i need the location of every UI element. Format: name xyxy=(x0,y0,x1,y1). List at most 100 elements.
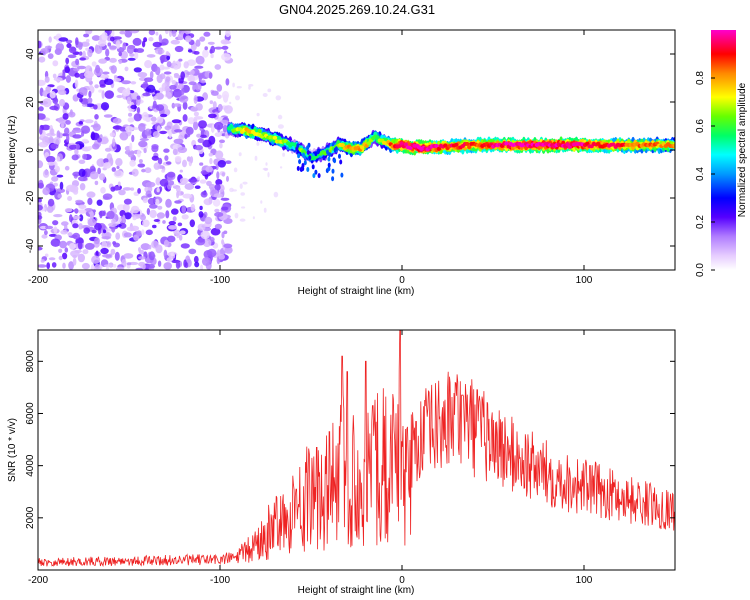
noise-blob xyxy=(170,39,180,45)
noise-blob xyxy=(87,218,97,227)
noise-blob xyxy=(67,54,77,59)
noise-blob xyxy=(198,72,204,80)
ridge-cell xyxy=(296,143,300,149)
noise-blob xyxy=(92,143,100,150)
noise-blob xyxy=(240,192,245,196)
noise-blob xyxy=(267,172,270,178)
noise-blob xyxy=(92,123,101,132)
noise-blob xyxy=(200,230,210,240)
noise-blob xyxy=(45,86,52,92)
y-tick-label: 4000 xyxy=(25,454,36,477)
noise-blob xyxy=(149,71,154,79)
noise-blob xyxy=(68,144,79,150)
ridge-cell xyxy=(504,141,509,146)
noise-blob xyxy=(47,161,56,166)
noise-blob xyxy=(248,84,254,87)
noise-blob xyxy=(47,198,55,207)
noise-blob xyxy=(124,66,129,72)
noise-blob xyxy=(146,84,156,93)
y-tick-label: 8000 xyxy=(25,350,36,373)
noise-blob xyxy=(176,229,180,239)
ridge-cell xyxy=(366,141,372,146)
noise-blob xyxy=(190,69,195,75)
noise-blob xyxy=(199,205,203,211)
noise-blob xyxy=(153,219,160,222)
noise-blob xyxy=(86,191,96,198)
noise-blob xyxy=(174,45,184,53)
noise-blob xyxy=(113,78,122,82)
noise-blob xyxy=(160,113,168,118)
noise-blob xyxy=(147,197,156,205)
noise-blob xyxy=(112,264,117,268)
noise-blob xyxy=(146,208,151,215)
noise-blob xyxy=(214,183,221,191)
noise-blob xyxy=(78,159,86,164)
noise-blob xyxy=(66,39,73,44)
noise-blob xyxy=(182,114,188,122)
noise-blob xyxy=(52,60,59,67)
noise-blob xyxy=(178,95,189,103)
noise-blob xyxy=(203,198,213,206)
noise-blob xyxy=(101,240,107,250)
noise-blob xyxy=(117,181,121,187)
noise-blob xyxy=(79,214,84,222)
noise-blob xyxy=(121,80,131,85)
ridge-cell xyxy=(296,166,300,171)
noise-blob xyxy=(190,107,199,112)
noise-blob xyxy=(142,197,148,203)
noise-blob xyxy=(74,148,79,156)
noise-blob xyxy=(133,67,142,73)
ridge-cell xyxy=(467,145,472,150)
noise-blob xyxy=(99,173,106,181)
ridge-cell xyxy=(340,172,344,178)
noise-blob xyxy=(221,53,231,61)
noise-blob xyxy=(202,49,209,58)
ridge-cell xyxy=(306,167,310,172)
noise-blob xyxy=(193,255,199,264)
noise-blob xyxy=(107,42,112,47)
noise-blob xyxy=(193,121,199,131)
noise-blob xyxy=(84,119,94,124)
noise-blob xyxy=(129,142,133,152)
noise-blob xyxy=(130,187,135,191)
y-tick-label: 6000 xyxy=(25,402,36,425)
noise-blob xyxy=(123,232,132,238)
noise-blob xyxy=(97,137,102,143)
noise-blob xyxy=(167,177,172,182)
colorbar-tick-label: 0.0 xyxy=(695,263,706,277)
noise-blob xyxy=(63,224,68,230)
noise-blob xyxy=(221,206,229,211)
noise-blob xyxy=(56,156,60,162)
noise-blob xyxy=(129,30,140,34)
noise-blob xyxy=(144,128,152,136)
noise-blob xyxy=(232,189,237,192)
noise-blob xyxy=(73,67,80,72)
noise-blob xyxy=(145,229,153,236)
noise-blob xyxy=(153,162,161,170)
noise-blob xyxy=(98,89,103,93)
noise-blob xyxy=(163,239,169,247)
noise-blob xyxy=(38,197,42,203)
noise-blob xyxy=(252,216,255,220)
noise-blob xyxy=(229,101,232,105)
noise-blob xyxy=(170,252,176,257)
noise-blob xyxy=(152,100,157,109)
noise-blob xyxy=(223,243,233,249)
ridge-cell xyxy=(333,158,337,164)
noise-blob xyxy=(97,167,101,175)
noise-blob xyxy=(52,220,59,226)
noise-blob xyxy=(267,88,272,93)
noise-blob xyxy=(53,214,63,218)
noise-blob xyxy=(157,49,163,55)
noise-blob xyxy=(75,58,80,66)
noise-blob xyxy=(216,94,222,100)
noise-blob xyxy=(127,117,135,123)
noise-blob xyxy=(193,51,200,55)
y-tick-label: -40 xyxy=(25,238,36,253)
noise-blob xyxy=(106,210,115,220)
noise-blob xyxy=(89,171,99,180)
noise-blob xyxy=(152,131,160,138)
x-tick-label: -200 xyxy=(28,275,48,286)
